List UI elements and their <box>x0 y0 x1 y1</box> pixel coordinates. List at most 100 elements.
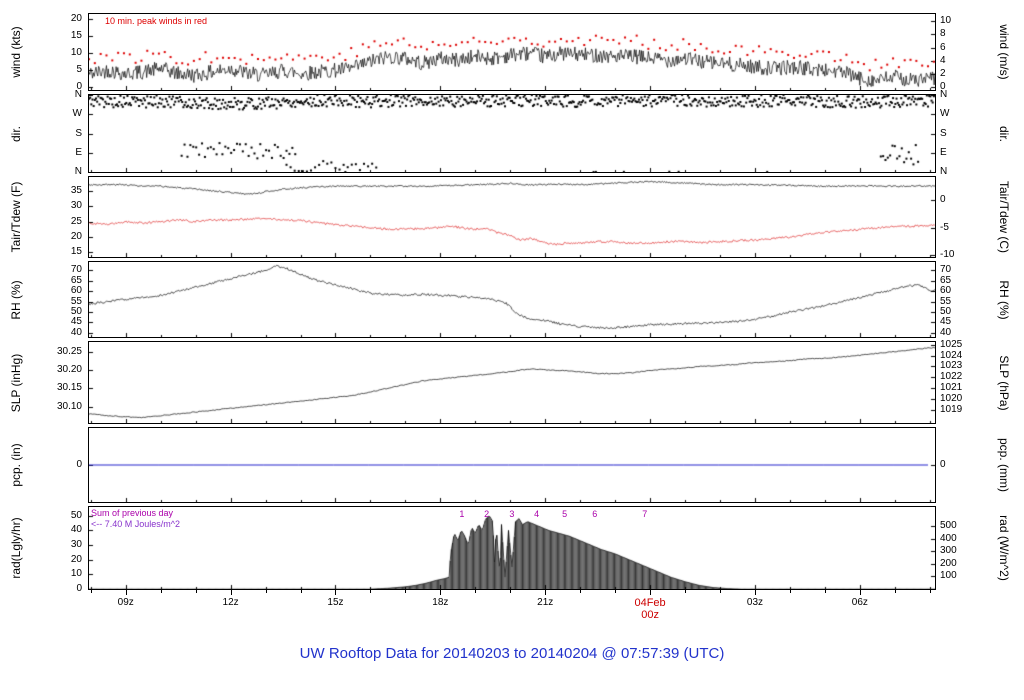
ytick-left-dir: S <box>75 127 82 139</box>
temp-plot-canvas <box>89 177 935 257</box>
xtick-label-12z: 12z <box>222 597 239 608</box>
xaxis-minor-tick <box>685 590 687 593</box>
ytick-left-rad: 0 <box>76 583 82 594</box>
ytick-right-rh: 45 <box>940 316 952 328</box>
ytick-right-temp: -10 <box>940 249 955 261</box>
pcp-plot-canvas <box>89 428 935 502</box>
xaxis-minor-tick <box>824 590 826 593</box>
ytick-left-temp: 35 <box>70 184 82 196</box>
xaxis-major-tick <box>859 590 861 595</box>
ytick-right-slp: 1023 <box>940 360 963 372</box>
xaxis-minor-tick <box>615 590 617 593</box>
ytick-right-temp: -5 <box>940 221 949 233</box>
xtick-label-21z: 21z <box>537 597 554 608</box>
ytick-left-rh: 45 <box>70 316 82 328</box>
ytick-right-slp: 1020 <box>940 392 963 404</box>
panel-temp <box>88 176 936 258</box>
axis-title-right-rh: RH (%) <box>997 279 1011 320</box>
axis-title-left-dir: dir. <box>9 125 23 142</box>
ytick-right-dir: S <box>940 127 947 139</box>
ytick-left-dir: N <box>74 89 82 100</box>
xaxis-minor-tick <box>475 590 477 593</box>
annotation-rad-4: 3 <box>509 508 515 519</box>
ytick-right-rad: 200 <box>940 557 957 569</box>
ytick-right-dir: E <box>940 146 947 158</box>
ytick-right-slp: 1019 <box>940 403 963 415</box>
ytick-left-temp: 20 <box>70 231 82 242</box>
ytick-right-wind: 2 <box>940 68 946 80</box>
slp-plot-canvas <box>89 342 935 423</box>
xaxis-minor-tick <box>510 590 512 593</box>
ytick-left-slp: 30.25 <box>56 345 82 357</box>
xaxis-minor-tick <box>405 590 407 593</box>
xtick-label-00z: 04Feb 00z <box>618 597 682 621</box>
xtick-label-18z: 18z <box>432 597 449 608</box>
ytick-left-wind: 10 <box>70 47 82 59</box>
xaxis-minor-tick <box>90 590 92 593</box>
ytick-left-rad: 50 <box>70 509 82 521</box>
ytick-left-rad: 20 <box>70 553 82 565</box>
dir-plot-canvas <box>89 95 935 172</box>
axis-title-right-slp: SLP (hPa) <box>997 354 1011 411</box>
ytick-left-slp: 30.20 <box>56 363 82 375</box>
ytick-left-dir: N <box>74 166 82 177</box>
axis-title-right-dir: dir. <box>997 125 1011 142</box>
xaxis-minor-tick <box>789 590 791 593</box>
ytick-left-wind: 20 <box>70 13 82 25</box>
xaxis-minor-tick <box>929 590 931 593</box>
ytick-right-slp: 1025 <box>940 338 963 350</box>
ytick-left-wind: 15 <box>70 30 82 42</box>
ytick-left-pcp: 0 <box>76 459 82 470</box>
panel-pcp <box>88 427 936 503</box>
axis-title-right-wind: wind (m/s) <box>997 24 1011 80</box>
ytick-left-temp: 25 <box>70 215 82 227</box>
ytick-right-wind: 6 <box>940 41 946 53</box>
axis-title-left-slp: SLP (inHg) <box>9 353 23 412</box>
xtick-label-06z: 06z <box>851 597 868 608</box>
axis-title-left-temp: Tair/Tdew (F) <box>9 181 23 253</box>
ytick-right-slp: 1021 <box>940 382 963 394</box>
axis-title-right-rad: rad (W/m^2) <box>997 515 1011 581</box>
xaxis-minor-tick <box>195 590 197 593</box>
rad-plot-canvas <box>89 507 935 589</box>
ytick-left-rh: 50 <box>70 306 82 317</box>
annotation-wind-0: 10 min. peak winds in red <box>105 16 208 26</box>
ytick-right-wind: 4 <box>940 54 946 66</box>
xtick-label-15z: 15z <box>327 597 344 608</box>
annotation-rad-7: 6 <box>592 508 598 519</box>
ytick-left-wind: 5 <box>76 64 82 76</box>
figure-title: UW Rooftop Data for 20140203 to 20140204… <box>299 645 725 662</box>
panel-rad <box>88 506 936 590</box>
ytick-right-rad: 300 <box>940 545 957 557</box>
xtick-date-label: 04Feb <box>634 597 666 609</box>
ytick-left-rh: 70 <box>70 264 82 276</box>
ytick-left-rh: 55 <box>70 295 82 307</box>
ytick-right-rad: 500 <box>940 520 957 532</box>
xaxis-major-tick <box>754 590 756 595</box>
panel-slp <box>88 341 936 424</box>
ytick-right-wind: 10 <box>940 15 952 27</box>
wind-plot-canvas <box>89 14 935 90</box>
xaxis-minor-tick <box>370 590 372 593</box>
xtick-label-09z: 09z <box>117 597 134 608</box>
ytick-right-rad: 400 <box>940 532 957 544</box>
panel-dir <box>88 94 936 173</box>
ytick-left-wind: 0 <box>76 81 82 93</box>
ytick-right-slp: 1022 <box>940 371 963 383</box>
ytick-right-rh: 65 <box>940 274 952 286</box>
ytick-left-dir: W <box>72 108 82 120</box>
ytick-right-rh: 50 <box>940 306 952 317</box>
xaxis-minor-tick <box>580 590 582 593</box>
ytick-right-wind: 0 <box>940 81 946 93</box>
ytick-right-rh: 55 <box>940 295 952 307</box>
annotation-rad-8: 7 <box>642 508 648 519</box>
annotation-rad-2: 1 <box>459 508 465 519</box>
ytick-right-rad: 100 <box>940 570 957 582</box>
ytick-right-dir: N <box>940 166 948 177</box>
axis-title-right-temp: Tair/Tdew (C) <box>997 180 1011 254</box>
ytick-right-dir: N <box>940 89 948 100</box>
annotation-rad-5: 4 <box>534 508 540 519</box>
xaxis-major-tick <box>335 590 337 595</box>
xaxis-major-tick <box>440 590 442 595</box>
ytick-right-slp: 1024 <box>940 349 963 361</box>
